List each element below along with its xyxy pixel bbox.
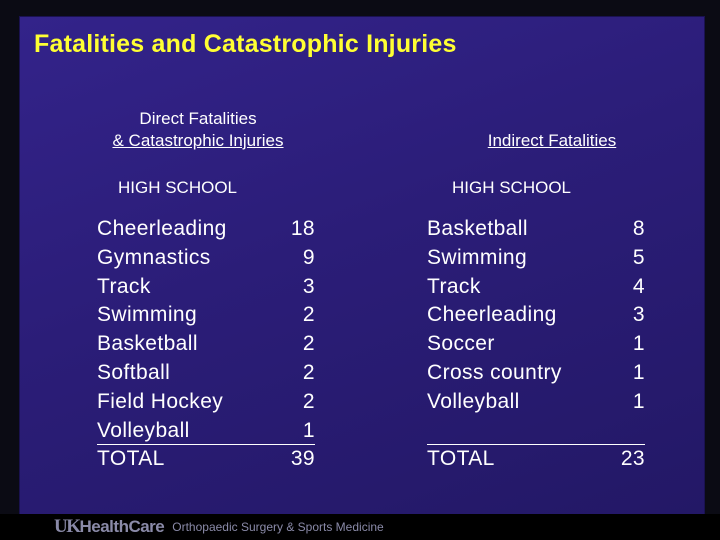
count-value: 1 (632, 360, 645, 384)
total-divider (427, 417, 645, 446)
direct-heading-line2: & Catastrophic Injuries (112, 131, 284, 150)
slide-background (20, 17, 704, 515)
count-value: 3 (302, 274, 315, 298)
sport-name: Basketball (427, 217, 528, 240)
indirect-fatalities-list: Basketball 8 Swimming 5 Track 4 Cheerleadin… (427, 215, 645, 474)
list-row: Basketball 2 (97, 330, 315, 359)
count-value: 5 (632, 245, 645, 269)
count-value: 2 (302, 332, 315, 356)
footer-bar: UK HealthCare Orthopaedic Surgery & Sport… (0, 514, 720, 540)
sport-name: Softball (97, 360, 171, 384)
direct-heading-line1: Direct Fatalities (139, 109, 257, 128)
sport-name: Cheerleading (97, 217, 227, 240)
sport-name: Swimming (97, 303, 198, 327)
direct-fatalities-list: Cheerleading 18 Gymnastics 9 Track 3 Swimmi… (97, 215, 315, 473)
sport-name: Gymnastics (97, 245, 211, 269)
total-label: TOTAL (97, 446, 165, 470)
list-row: Field Hockey 2 (97, 388, 315, 417)
sport-name: Cheerleading (427, 303, 557, 327)
sport-name: Field Hockey (97, 389, 224, 413)
count-value: 18 (290, 217, 315, 240)
sport-name: Volleyball (97, 418, 190, 442)
list-row: Softball 2 (97, 359, 315, 388)
direct-subheading: HIGH SCHOOL (118, 178, 238, 197)
sport-name: Track (427, 274, 481, 298)
count-value: 2 (302, 303, 315, 327)
ukhealthcare-logo: UK HealthCare (54, 516, 165, 538)
total-value: 39 (290, 446, 315, 470)
slide-title: Fatalities and Catastrophic Injuries (34, 30, 457, 58)
direct-fatalities-heading: Direct Fatalities & Catastrophic Injurie… (78, 108, 318, 152)
total-row: TOTAL 39 (97, 445, 315, 474)
logo-healthcare: HealthCare (79, 517, 165, 536)
total-row: TOTAL 23 (427, 445, 645, 474)
logo-uk: UK (54, 516, 81, 537)
count-value: 1 (632, 389, 645, 413)
list-row: Track 4 (427, 273, 645, 302)
count-value: 2 (302, 360, 315, 384)
department-name: Orthopaedic Surgery & Sports Medicine (172, 520, 384, 534)
sport-name: Track (97, 274, 151, 298)
indirect-subheading: HIGH SCHOOL (452, 178, 572, 197)
total-value: 23 (620, 447, 645, 471)
list-row: Track 3 (97, 273, 315, 302)
indirect-heading-text: Indirect Fatalities (487, 131, 617, 150)
list-row: Soccer 1 (427, 330, 645, 359)
count-value: 1 (632, 332, 645, 356)
sport-name: Cross country (427, 360, 562, 384)
count-value: 2 (302, 389, 315, 413)
list-row: Swimming 2 (97, 301, 315, 330)
sport-name: Swimming (427, 245, 528, 269)
list-row: Basketball 8 (427, 215, 645, 244)
total-label: TOTAL (427, 447, 495, 471)
list-row: Volleyball 1 (427, 388, 645, 417)
count-value: 4 (632, 274, 645, 298)
sport-name: Volleyball (427, 389, 520, 413)
list-row: Cross country 1 (427, 359, 645, 388)
count-value: 9 (302, 245, 315, 269)
count-value: 1 (302, 418, 315, 442)
count-value: 3 (632, 303, 645, 327)
list-row: Gymnastics 9 (97, 244, 315, 273)
list-row: Cheerleading 18 (97, 215, 315, 244)
list-row: Cheerleading 3 (427, 301, 645, 330)
sport-name: Soccer (427, 332, 495, 356)
list-row: Volleyball 1 (97, 417, 315, 445)
indirect-fatalities-heading: Indirect Fatalities (452, 130, 652, 152)
count-value: 8 (632, 217, 645, 240)
sport-name: Basketball (97, 332, 198, 356)
list-row: Swimming 5 (427, 244, 645, 273)
